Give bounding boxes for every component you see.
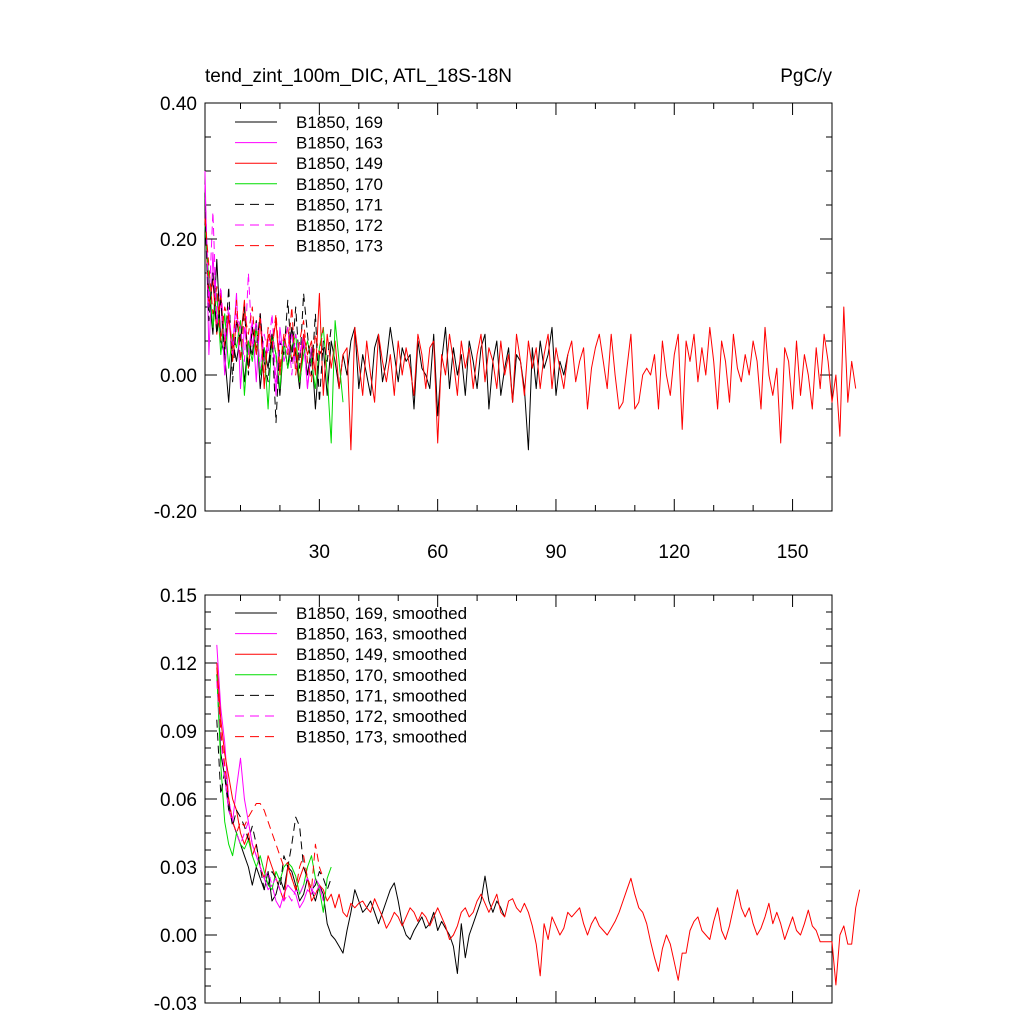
- legend-label: B1850, 172, smoothed: [296, 707, 467, 726]
- top-x-tick-label: 150: [777, 542, 809, 563]
- bottom-chart: -0.03 0.00 0.03 0.06 0.09 0.12 0.15 B1850, 169,…: [154, 586, 861, 1015]
- legend-label: B1850, 169: [296, 113, 383, 132]
- legend-label: B1850, 149, smoothed: [296, 645, 467, 664]
- top-y-tick-label: 0.00: [160, 366, 197, 387]
- bottom-series-line-4: [216, 674, 332, 913]
- top-y-tick-label: -0.20: [154, 502, 197, 523]
- top-x-tick-label: 30: [309, 542, 330, 563]
- bottom-y-tick-label: 0.15: [160, 586, 197, 607]
- legend-label: B1850, 171: [296, 195, 383, 214]
- legend-label: B1850, 172: [296, 216, 383, 235]
- bottom-legend: B1850, 169, smoothed B1850, 163, smoothed…: [235, 604, 467, 747]
- bottom-series-line-5: [216, 719, 332, 891]
- legend-label: B1850, 149: [296, 154, 383, 173]
- top-series-line-3: [204, 211, 857, 451]
- bottom-y-tick-label: 0.06: [160, 790, 197, 811]
- bottom-y-tick-label: 0.12: [160, 654, 197, 675]
- bottom-y-tick-label: 0.00: [160, 926, 197, 947]
- top-x-tick-label: 90: [545, 542, 566, 563]
- legend-label: B1850, 173, smoothed: [296, 728, 467, 747]
- top-series-line-5: [204, 211, 332, 424]
- bottom-series-line-3: [216, 662, 861, 986]
- top-x-tick-label: 60: [427, 542, 448, 563]
- legend-label: B1850, 163, smoothed: [296, 625, 467, 644]
- legend-label: B1850, 171, smoothed: [296, 686, 467, 705]
- bottom-y-tick-label: 0.03: [160, 858, 197, 879]
- bottom-y-tick-label: 0.09: [160, 722, 197, 743]
- top-chart-title: tend_zint_100m_DIC, ATL_18S-18N: [205, 66, 512, 87]
- bottom-series-line-7: [216, 667, 324, 891]
- top-chart-units: PgC/y: [780, 66, 832, 87]
- top-series-line-7: [204, 218, 324, 383]
- legend-label: B1850, 163: [296, 134, 383, 153]
- legend-label: B1850, 170, smoothed: [296, 666, 467, 685]
- legend-label: B1850, 173: [296, 237, 383, 256]
- top-x-tick-label: 120: [658, 542, 690, 563]
- legend-label: B1850, 169, smoothed: [296, 604, 467, 623]
- bottom-y-tick-label: -0.03: [154, 994, 197, 1015]
- top-y-tick-label: 0.20: [160, 230, 197, 251]
- bottom-series-line-1: [216, 674, 506, 974]
- top-y-tick-label: 0.40: [160, 94, 197, 115]
- legend-label: B1850, 170: [296, 175, 383, 194]
